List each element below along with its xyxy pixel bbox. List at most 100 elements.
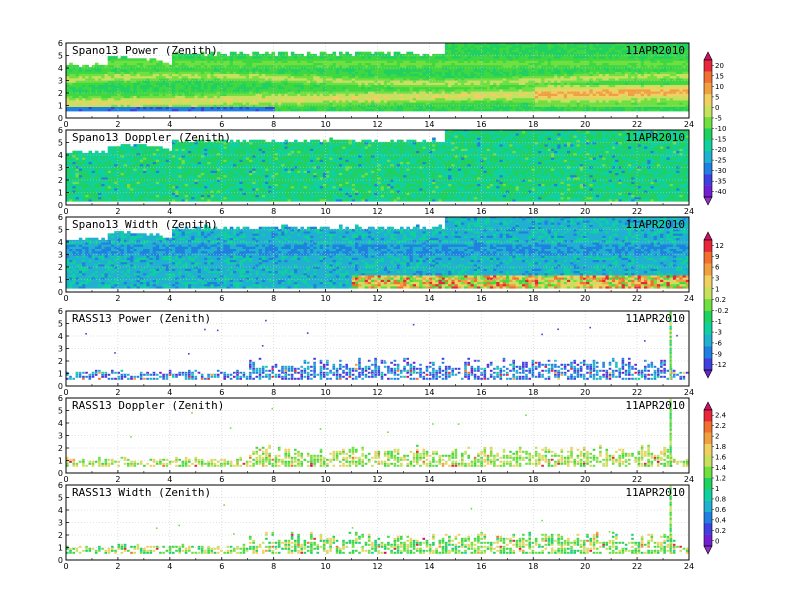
panel-title: RASS13 Power (Zenith) — [72, 312, 211, 325]
x-tick-label: 6 — [219, 294, 224, 303]
x-tick-label: 4 — [167, 388, 172, 397]
colorbar-segment — [704, 444, 712, 456]
colorbar-segment — [704, 421, 712, 433]
colorbar-label: 0.4 — [715, 516, 727, 524]
y-tick-label: 0 — [58, 556, 63, 565]
y-tick-label: 2 — [58, 531, 63, 540]
x-tick-label: 10 — [320, 388, 330, 397]
colorbar-label: 0 — [715, 104, 719, 112]
colorbar-segment — [704, 322, 712, 335]
y-tick-label: 3 — [58, 77, 63, 86]
colorbar-segment — [704, 432, 712, 445]
x-tick-label: 24 — [684, 120, 694, 129]
x-tick-label: 0 — [63, 207, 68, 216]
x-tick-label: 22 — [632, 120, 642, 129]
x-tick-label: 6 — [219, 562, 224, 571]
x-tick-label: 24 — [684, 475, 694, 484]
colorbar-label: 1.2 — [715, 475, 726, 483]
colorbar-segment — [704, 139, 712, 152]
data-field — [66, 311, 689, 380]
x-tick-label: 18 — [528, 388, 538, 397]
y-tick-label: 1 — [58, 544, 63, 553]
colorbar-segment — [704, 251, 712, 264]
y-tick-label: 3 — [58, 432, 63, 441]
colorbar-label: 10 — [715, 83, 724, 91]
colorbar-segment — [704, 478, 712, 490]
x-tick-label: 12 — [372, 388, 382, 397]
colorbar-segment — [704, 82, 712, 95]
colorbar-segment — [704, 358, 712, 371]
x-tick-label: 2 — [115, 475, 120, 484]
x-tick-label: 16 — [476, 475, 486, 484]
colorbar-label: 20 — [715, 62, 724, 70]
y-tick-label: 4 — [58, 506, 63, 515]
x-tick-label: 14 — [424, 207, 434, 216]
x-tick-label: 10 — [320, 294, 330, 303]
colorbar-label: -3 — [715, 329, 722, 337]
colorbar-label: -0.2 — [715, 307, 729, 315]
colorbar-segment — [704, 240, 712, 253]
colorbar-label: -30 — [715, 167, 726, 175]
colorbar-segment — [704, 174, 712, 186]
colorbar-label: -10 — [715, 125, 726, 133]
data-field — [66, 398, 689, 467]
x-tick-label: 4 — [167, 120, 172, 129]
panel-date: 11APR2010 — [625, 486, 685, 499]
colorbar-label: -1 — [715, 318, 722, 326]
y-tick-label: 4 — [58, 151, 63, 160]
x-tick-label: 2 — [115, 294, 120, 303]
data-field — [66, 130, 689, 202]
x-tick-label: 10 — [320, 475, 330, 484]
y-tick-label: 4 — [58, 419, 63, 428]
x-tick-label: 4 — [167, 475, 172, 484]
colorbar-segment — [704, 71, 712, 84]
x-tick-label: 16 — [476, 294, 486, 303]
x-tick-label: 22 — [632, 294, 642, 303]
colorbar-label: 0.6 — [715, 506, 727, 514]
colorbar-segment — [704, 500, 712, 513]
colorbar-label: 0 — [715, 537, 719, 545]
y-tick-label: 0 — [58, 114, 63, 123]
x-tick-label: 0 — [63, 475, 68, 484]
colorbar-label: 12 — [715, 242, 724, 250]
x-tick-label: 12 — [372, 294, 382, 303]
x-tick-label: 22 — [632, 475, 642, 484]
panel-date: 11APR2010 — [625, 44, 685, 57]
colorbar-label: -35 — [715, 178, 726, 186]
colorbar-segment — [704, 346, 712, 359]
colorbar-segment — [704, 275, 712, 288]
y-tick-label: 3 — [58, 345, 63, 354]
panel-date: 11APR2010 — [625, 131, 685, 144]
y-tick-label: 3 — [58, 251, 63, 260]
colorbar-label: 3 — [715, 274, 719, 282]
colorbar-bottom-arrow — [703, 196, 713, 206]
colorbar-segment — [704, 128, 712, 141]
colorbar-label: -25 — [715, 157, 726, 165]
y-tick-label: 1 — [58, 457, 63, 466]
data-field — [66, 43, 689, 112]
colorbar-label: 0.2 — [715, 296, 726, 304]
colorbar-label: -20 — [715, 146, 726, 154]
colorbar-segment — [704, 105, 712, 118]
x-tick-label: 2 — [115, 120, 120, 129]
y-tick-label: 6 — [58, 126, 63, 135]
x-tick-label: 16 — [476, 120, 486, 129]
y-tick-label: 1 — [58, 189, 63, 198]
colorbar-label: -9 — [715, 350, 722, 358]
colorbar-label: 2.4 — [715, 412, 727, 420]
y-tick-label: 5 — [58, 139, 63, 148]
panel-title: Spano13 Width (Zenith) — [72, 218, 218, 231]
x-tick-label: 18 — [528, 562, 538, 571]
colorbar-label: 2 — [715, 433, 719, 441]
y-tick-label: 4 — [58, 238, 63, 247]
y-tick-label: 2 — [58, 357, 63, 366]
x-tick-label: 18 — [528, 120, 538, 129]
colorbar-label: 0.8 — [715, 495, 726, 503]
x-tick-label: 20 — [580, 120, 590, 129]
x-tick-label: 10 — [320, 562, 330, 571]
